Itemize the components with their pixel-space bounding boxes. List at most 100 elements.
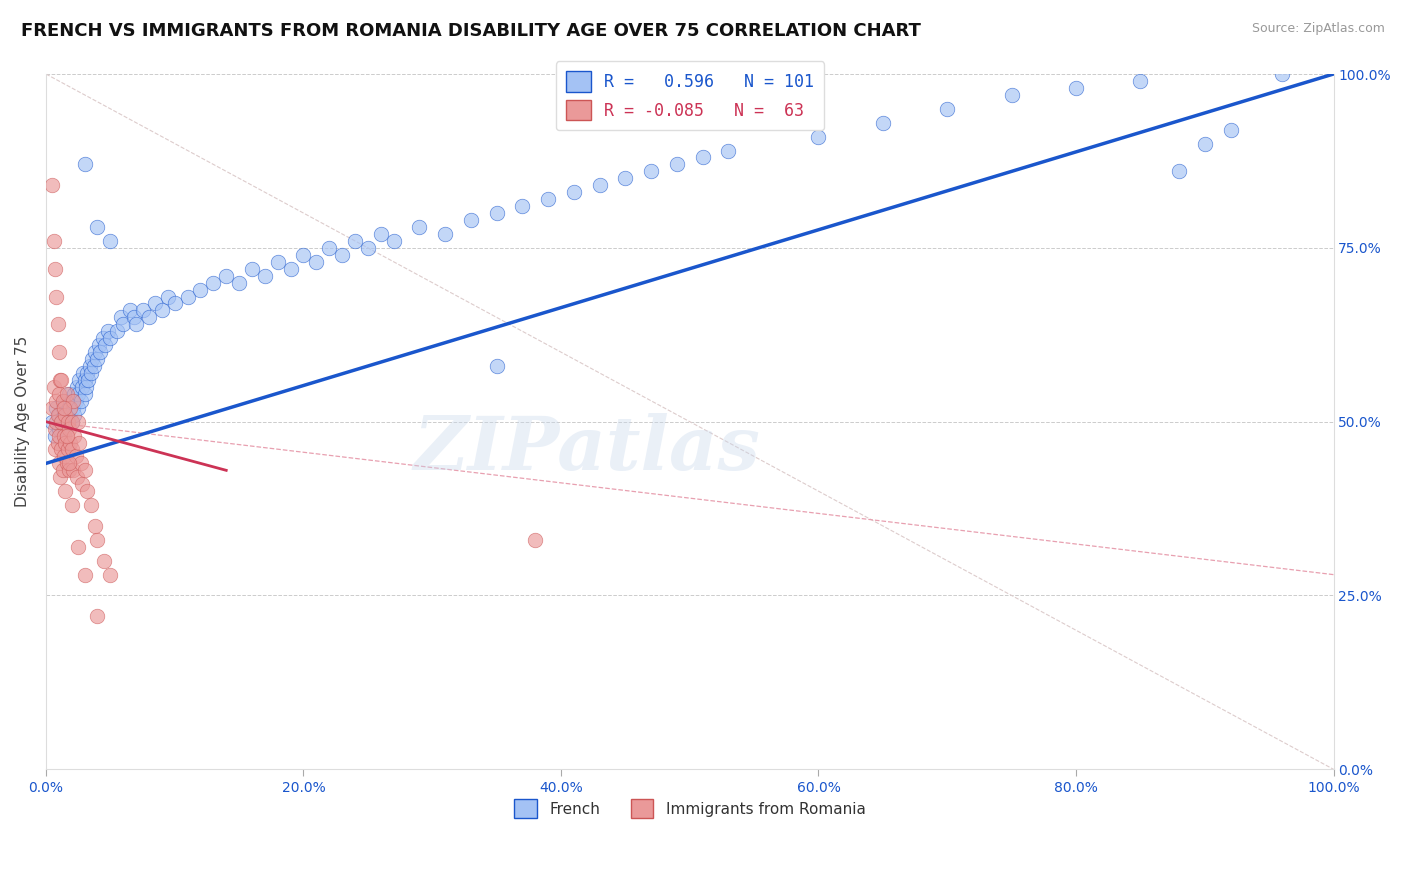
Point [76, 484, 98, 499]
Point [292, 248, 315, 262]
Point [53, 484, 76, 499]
Point [86, 352, 108, 367]
Point [202, 276, 225, 290]
Point [240, 261, 263, 276]
Point [89, 345, 111, 359]
Point [45, 401, 67, 415]
Point [49, 373, 72, 387]
Point [82, 352, 104, 367]
Point [66, 380, 89, 394]
Point [94, 338, 117, 352]
Point [59, 435, 82, 450]
Point [215, 268, 238, 283]
Point [70, 477, 93, 491]
Point [176, 289, 198, 303]
Point [93, 554, 115, 568]
Point [524, 533, 547, 547]
Point [48, 456, 70, 470]
Point [52, 401, 75, 415]
Point [46, 435, 69, 450]
Point [305, 254, 328, 268]
Point [48, 422, 70, 436]
Point [118, 303, 141, 318]
Point [51, 442, 73, 457]
Point [163, 296, 186, 310]
Point [67, 387, 90, 401]
Point [131, 303, 153, 318]
Point [343, 234, 366, 248]
Point [67, 540, 90, 554]
Point [67, 415, 90, 429]
Point [460, 213, 482, 227]
Point [62, 393, 84, 408]
Point [936, 102, 959, 116]
Point [73, 387, 96, 401]
Point [190, 283, 212, 297]
Point [105, 324, 128, 338]
Text: FRENCH VS IMMIGRANTS FROM ROMANIA DISABILITY AGE OVER 75 CORRELATION CHART: FRENCH VS IMMIGRANTS FROM ROMANIA DISABI… [21, 22, 921, 40]
Point [562, 185, 585, 199]
Point [110, 310, 132, 325]
Point [79, 359, 101, 373]
Point [1001, 87, 1024, 102]
Point [58, 422, 80, 436]
Point [145, 296, 167, 310]
Point [51, 415, 73, 429]
Point [60, 393, 83, 408]
Point [370, 227, 392, 241]
Point [98, 567, 121, 582]
Point [65, 450, 87, 464]
Point [138, 310, 160, 325]
Point [80, 498, 103, 512]
Point [48, 408, 70, 422]
Point [42, 380, 65, 394]
Point [382, 234, 405, 248]
Point [60, 415, 83, 429]
Point [44, 422, 66, 436]
Point [76, 366, 98, 380]
Point [69, 456, 91, 470]
Text: Source: ZipAtlas.com: Source: ZipAtlas.com [1251, 22, 1385, 36]
Point [357, 241, 380, 255]
Point [692, 151, 714, 165]
Y-axis label: Disability Age Over 75: Disability Age Over 75 [15, 336, 30, 508]
Point [63, 428, 86, 442]
Point [56, 442, 79, 457]
Point [63, 387, 86, 401]
Point [73, 567, 96, 582]
Point [49, 470, 72, 484]
Point [588, 178, 610, 193]
Point [72, 366, 94, 380]
Point [48, 428, 70, 442]
Point [60, 498, 83, 512]
Point [58, 401, 80, 415]
Point [69, 373, 91, 387]
Point [614, 171, 637, 186]
Point [125, 318, 148, 332]
Point [83, 345, 105, 359]
Point [70, 380, 93, 394]
Point [58, 387, 80, 401]
Point [434, 227, 457, 241]
Point [69, 435, 91, 450]
Point [44, 442, 66, 457]
Point [62, 401, 84, 415]
Point [52, 463, 75, 477]
Point [150, 303, 173, 318]
Point [75, 380, 97, 394]
Point [807, 129, 830, 144]
Point [44, 428, 66, 442]
Point [59, 408, 82, 422]
Point [122, 310, 145, 325]
Point [45, 289, 67, 303]
Point [97, 324, 120, 338]
Point [48, 387, 70, 401]
Point [86, 533, 108, 547]
Point [55, 428, 77, 442]
Point [537, 192, 560, 206]
Point [46, 408, 69, 422]
Point [58, 456, 80, 470]
Point [45, 415, 67, 429]
Point [53, 435, 76, 450]
Point [62, 463, 84, 477]
